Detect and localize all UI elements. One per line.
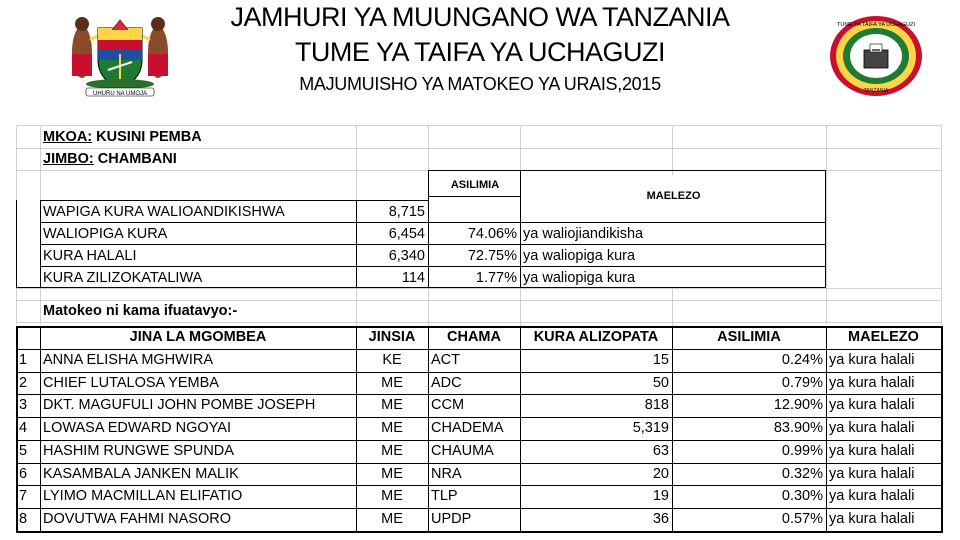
cell-pct: 12.90%: [773, 397, 823, 414]
cell-votes: 63: [652, 442, 669, 459]
cell-votes: 19: [652, 488, 669, 505]
summary-value: 8,715: [388, 204, 425, 220]
summary-note: [520, 201, 825, 223]
region-row: MKOA: KUSINI PEMBA: [40, 126, 440, 148]
header-pct: ASILIMIA: [717, 329, 781, 345]
cell-name: DKT. MAGUFULI JOHN POMBE JOSEPH: [43, 397, 316, 414]
cell-note: ya kura halali: [829, 465, 915, 482]
cell-gender: ME: [381, 511, 403, 527]
cell-party: UPDP: [431, 511, 472, 527]
summary-pct: 1.77%: [475, 270, 517, 286]
cell-votes: 20: [652, 465, 669, 482]
cell-pct: 0.30%: [781, 488, 823, 505]
region-label: MKOA:: [43, 129, 93, 145]
title-summary: MAJUMUISHO YA MATOKEO YA URAIS,2015: [299, 74, 661, 94]
cell-party: NRA: [431, 465, 462, 482]
summary-header-maelezo: MAELEZO: [646, 190, 701, 202]
cell-gender: ME: [381, 397, 403, 414]
cell-party: ADC: [431, 374, 462, 391]
summary-pct: [428, 201, 520, 223]
cell-note: ya kura halali: [829, 511, 915, 527]
cell-pct: 0.24%: [781, 351, 823, 368]
cell-gender: KE: [382, 351, 402, 368]
cell-gender: ME: [381, 442, 403, 459]
summary-label: KURA ZILIZOKATALIWA: [43, 270, 203, 286]
cell-votes: 50: [652, 374, 669, 391]
cell-no: 5: [19, 442, 28, 459]
cell-gender: ME: [381, 488, 403, 505]
cell-note: ya kura halali: [829, 420, 915, 436]
header-note: MAELEZO: [848, 329, 919, 345]
cell-pct: 0.57%: [781, 511, 823, 527]
cell-no: 7: [19, 488, 28, 505]
cell-party: ACT: [431, 351, 460, 368]
svg-text:UHURU NA UMOJA: UHURU NA UMOJA: [93, 91, 147, 97]
cell-votes: 5,319: [632, 420, 669, 436]
summary-label: WAPIGA KURA WALIOANDIKISHWA: [43, 204, 285, 220]
summary-header-asilimia: ASILIMIA: [450, 179, 500, 191]
cell-note: ya kura halali: [829, 488, 915, 505]
summary-pct: 74.06%: [467, 226, 517, 242]
nec-seal-icon: TUME YA TAIFA YA UCHAGUZI TANZANIA: [830, 16, 922, 96]
cell-pct: 0.99%: [781, 442, 823, 459]
header-party: CHAMA: [447, 329, 501, 345]
cell-pct: 83.90%: [773, 420, 823, 436]
cell-party: TLP: [431, 488, 458, 505]
cell-gender: ME: [381, 465, 403, 482]
cell-name: LOWASA EDWARD NGOYAI: [43, 420, 231, 436]
svg-text:TANZANIA: TANZANIA: [864, 88, 889, 94]
cell-gender: ME: [381, 374, 403, 391]
cell-note: ya kura halali: [829, 351, 915, 368]
cell-no: 3: [19, 397, 28, 414]
constituency-label: JIMBO:: [43, 151, 94, 167]
constituency-row: JIMBO: CHAMBANI: [40, 148, 440, 170]
summary-label: KURA HALALI: [43, 248, 137, 264]
cell-name: KASAMBALA JANKEN MALIK: [43, 465, 239, 482]
summary-pct: 72.75%: [467, 248, 517, 264]
title-republic: JAMHURI YA MUUNGANO WA TANZANIA: [230, 2, 730, 32]
summary-note: ya waliopiga kura: [523, 248, 636, 264]
cell-votes: 818: [644, 397, 669, 414]
results-intro: Matokeo ni kama ifuatavyo:-: [43, 303, 238, 319]
cell-name: DOVUTWA FAHMI NASORO: [43, 511, 231, 527]
coat-of-arms-icon: UHURU NA UMOJA: [72, 17, 168, 97]
cell-name: LYIMO MACMILLAN ELIFATIO: [43, 488, 243, 505]
cell-name: HASHIM RUNGWE SPUNDA: [43, 442, 234, 459]
svg-text:TUME YA TAIFA YA UCHAGUZI: TUME YA TAIFA YA UCHAGUZI: [837, 22, 915, 28]
cell-no: 4: [19, 420, 28, 436]
cell-pct: 0.79%: [781, 374, 823, 391]
cell-note: ya kura halali: [829, 374, 915, 391]
cell-gender: ME: [381, 420, 403, 436]
constituency-value: CHAMBANI: [97, 151, 177, 167]
cell-no: 8: [19, 511, 28, 527]
cell-party: CHAUMA: [431, 442, 494, 459]
cell-party: CHADEMA: [431, 420, 504, 436]
cell-name: CHIEF LUTALOSA YEMBA: [43, 374, 219, 391]
header-name: JINA LA MGOMBEA: [129, 329, 267, 345]
title-commission: TUME YA TAIFA YA UCHAGUZI: [294, 37, 666, 67]
cell-no: 6: [19, 465, 28, 482]
region-value: KUSINI PEMBA: [96, 129, 202, 145]
summary-note: ya waliopiga kura: [523, 270, 636, 286]
summary-label: WALIOPIGA KURA: [43, 226, 168, 242]
summary-note: ya waliojiandikisha: [523, 226, 644, 242]
summary-value: 6,340: [388, 248, 425, 264]
header-gender: JINSIA: [368, 329, 416, 345]
cell-party: CCM: [431, 397, 465, 414]
cell-votes: 36: [652, 511, 669, 527]
cell-note: ya kura halali: [829, 397, 915, 414]
summary-value: 114: [401, 270, 425, 286]
cell-votes: 15: [652, 351, 669, 368]
summary-value: 6,454: [388, 226, 425, 242]
cell-note: ya kura halali: [829, 442, 915, 459]
header-votes: KURA ALIZOPATA: [533, 329, 659, 345]
cell-no: 1: [19, 351, 28, 368]
cell-name: ANNA ELISHA MGHWIRA: [43, 351, 214, 368]
cell-no: 2: [19, 374, 28, 391]
cell-pct: 0.32%: [781, 465, 823, 482]
